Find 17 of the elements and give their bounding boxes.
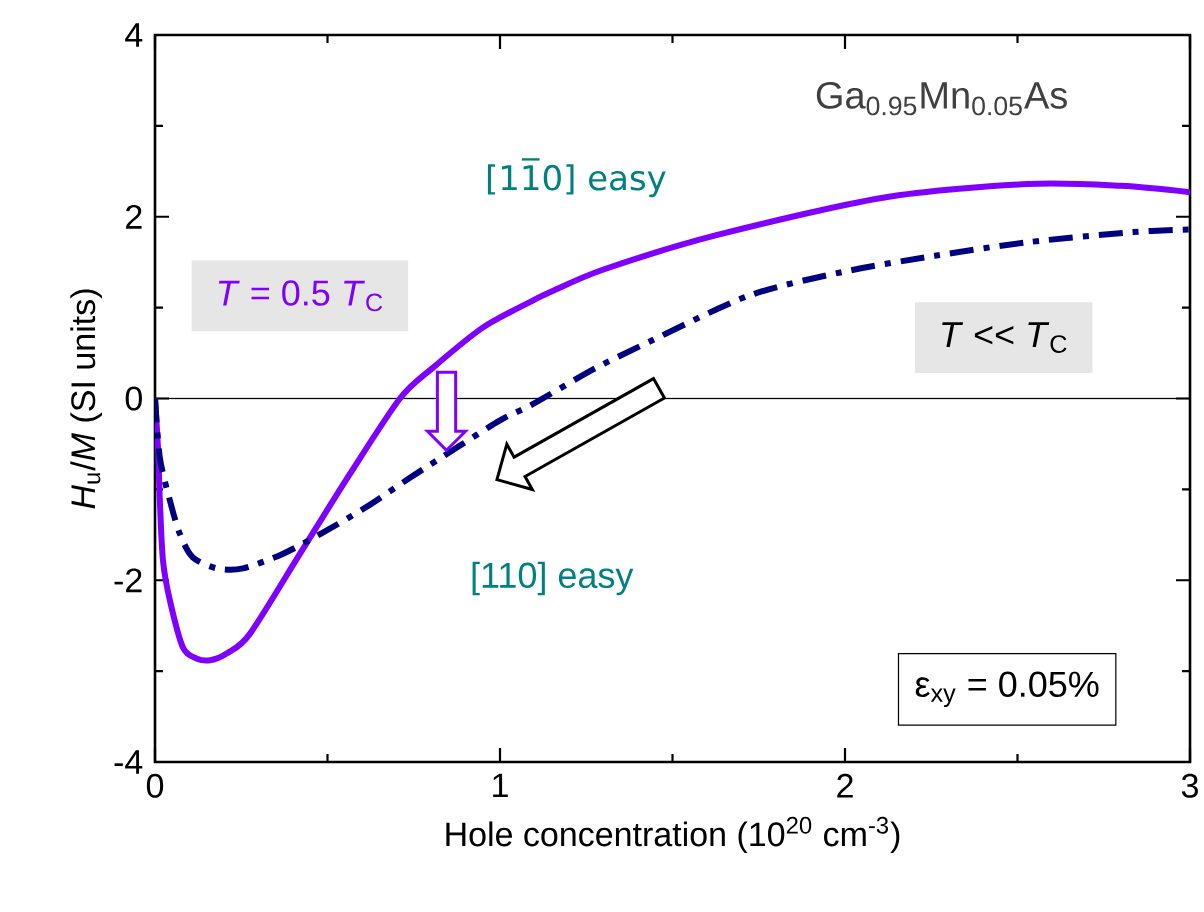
annotation: Ga$_{0.95}$Mn$_{0.05}$As [816, 81, 1067, 116]
x-tick-label: 1 [493, 773, 508, 798]
x-axis-title: Hole concentration (10$^{20}$ cm$^{-3}$) [446, 816, 900, 854]
y-tick-label: -2 [114, 568, 142, 593]
x-tick-label: 0 [146, 773, 164, 798]
y-tick-label: 2 [126, 204, 142, 229]
series-label: T << T$_{C}$ [942, 322, 1067, 353]
x-tick-label: 3 [1181, 773, 1198, 798]
y-axis-title: H$_{u}$/M (SI units) [70, 289, 102, 509]
annotation: ε$_{xy}$ = 0.05% [915, 671, 1099, 708]
y-tick-label: 4 [125, 23, 143, 47]
annotation: [11̅0] easy [487, 158, 666, 198]
annotation: [110] easy [472, 561, 634, 596]
y-tick-label: -4 [114, 750, 143, 774]
text: T = 0.5 T$_{C}$ [218, 280, 383, 312]
x-tick-label: 2 [837, 773, 853, 798]
y-tick-label: 0 [125, 386, 142, 411]
